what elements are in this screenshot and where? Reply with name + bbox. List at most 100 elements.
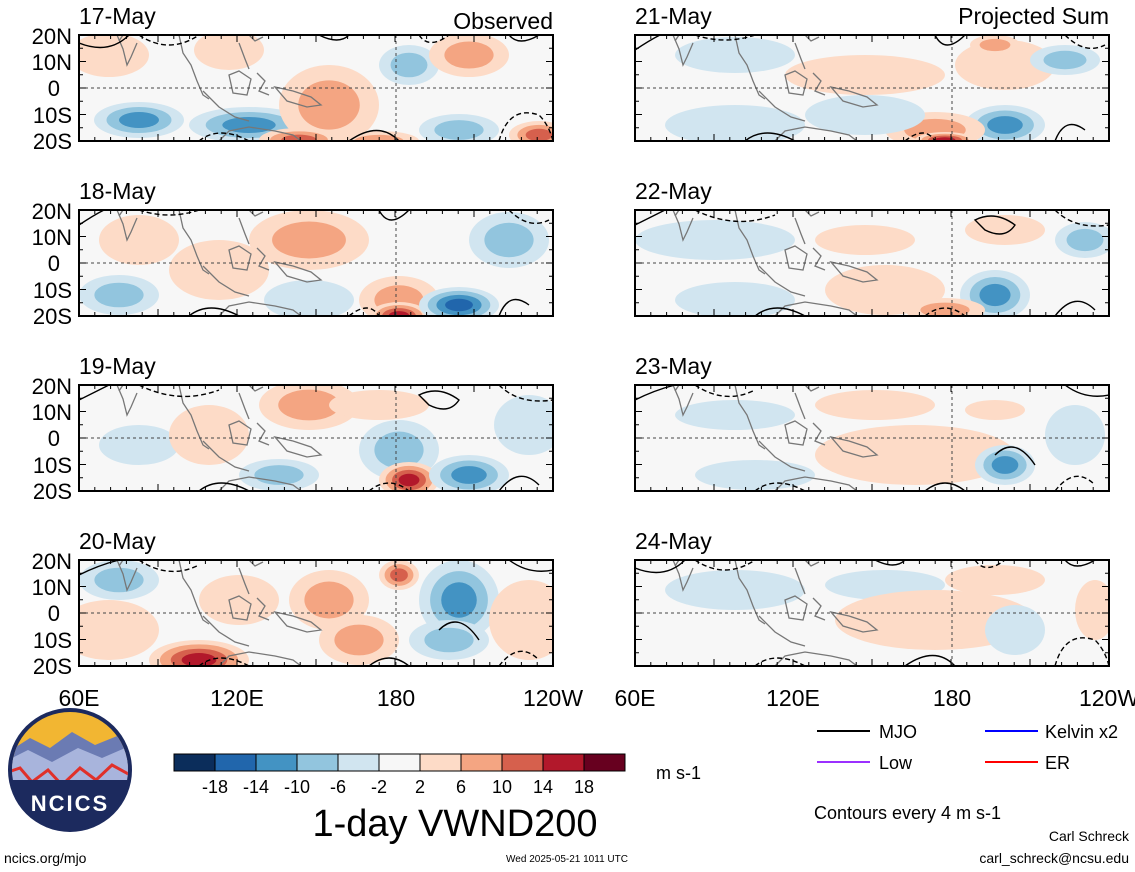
lat-label: 20S <box>33 129 72 154</box>
wind-anomaly-shading <box>94 282 144 308</box>
mjo-contour <box>974 560 1006 569</box>
colorbar-swatch <box>460 753 503 772</box>
coastline <box>829 610 879 633</box>
coastlines <box>116 385 323 491</box>
colorbar-swatch <box>419 753 462 772</box>
mjo-contour <box>498 112 553 141</box>
coastline <box>273 85 323 108</box>
map-panel-23may <box>635 385 1109 491</box>
lon-label: 180 <box>377 685 415 711</box>
coastline <box>248 210 264 217</box>
coastline <box>812 597 826 621</box>
lon-label: 120W <box>1079 685 1135 711</box>
map-panel-21may <box>635 35 1109 141</box>
mjo-contour <box>188 307 240 316</box>
coastline <box>672 35 694 67</box>
mjo-contour <box>1054 475 1096 491</box>
wind-anomaly-shading <box>675 282 795 316</box>
coastline <box>812 247 826 271</box>
coastline <box>774 301 858 316</box>
wind-anomaly-shading <box>199 575 279 625</box>
coastline <box>794 42 806 70</box>
legend-label-low: Low <box>879 753 913 773</box>
coastline <box>672 210 694 242</box>
coastline <box>829 85 879 108</box>
lat-labels-row4: 20N 10N 0 10S 20S <box>32 549 72 679</box>
panel-date-18may: 18-May <box>79 178 156 204</box>
lat-labels-row2: 20N 10N 0 10S 20S <box>32 199 72 329</box>
lat-label: 10N <box>32 575 72 600</box>
colorbar-swatch <box>501 753 544 772</box>
coastline <box>116 385 138 417</box>
wind-anomaly-shading <box>920 302 970 316</box>
wind-anomaly-shading <box>329 390 429 420</box>
mjo-contour <box>138 560 200 573</box>
wind-anomaly-shading <box>815 225 915 255</box>
coastline <box>218 126 302 141</box>
coastline <box>784 420 808 446</box>
colorbar-tick-label: 10 <box>492 777 512 797</box>
coastline <box>758 440 806 472</box>
lat-labels-row3: 20N 10N 0 10S 20S <box>32 374 72 504</box>
coastline <box>116 210 138 242</box>
wind-anomaly-shading <box>304 581 354 619</box>
wind-anomaly-shading <box>1075 580 1109 640</box>
coastline <box>218 651 302 666</box>
footer-timestamp: Wed 2025-05-21 1011 UTC <box>506 854 628 865</box>
mjo-contour <box>754 657 806 666</box>
coastline <box>804 35 820 42</box>
coastline <box>202 90 250 122</box>
wind-anomaly-shading <box>424 627 474 653</box>
author-email: carl_schreck@ncsu.edu <box>979 850 1129 866</box>
coastline <box>758 265 806 297</box>
coastline <box>758 615 806 647</box>
map-panel-24may <box>635 560 1109 666</box>
coastline <box>178 385 210 450</box>
mjo-contour <box>79 35 130 49</box>
coastline <box>672 385 694 417</box>
wind-anomaly-shading <box>398 473 420 487</box>
mjo-contour <box>1054 637 1109 666</box>
wind-anomaly-shading <box>785 55 945 95</box>
coastline <box>256 247 270 271</box>
panel-date-24may: 24-May <box>635 528 712 554</box>
mjo-contours <box>79 35 553 141</box>
coastlines <box>116 560 323 666</box>
wind-anomaly-shading <box>94 567 144 593</box>
mjo-contour <box>348 307 380 316</box>
logo-text: NCICS <box>31 791 109 816</box>
lat-label: 0 <box>48 426 60 451</box>
wind-anomaly-shading <box>635 220 795 260</box>
wind-anomaly-shading <box>991 456 1019 474</box>
coastlines <box>672 560 879 666</box>
coastline <box>178 560 210 625</box>
map-panel-20may <box>79 560 553 666</box>
wind-anomaly-shading <box>181 653 217 666</box>
colorbar-units: m s-1 <box>656 763 701 783</box>
panel-date-20may: 20-May <box>79 528 156 554</box>
colorbar-swatch <box>337 753 380 772</box>
mjo-contour <box>934 35 966 46</box>
coastline <box>178 35 210 100</box>
coastline <box>218 476 302 491</box>
colorbar-swatch <box>173 753 216 772</box>
wind-anomaly-shading <box>451 466 487 484</box>
mjo-contour <box>694 560 756 571</box>
coastline <box>784 595 808 621</box>
coastline <box>829 260 879 283</box>
wind-anomaly-shading <box>815 390 935 420</box>
panel-date-19may: 19-May <box>79 353 156 379</box>
lat-label: 10S <box>33 453 72 478</box>
colorbar-tick-label: -18 <box>202 777 228 797</box>
lon-label: 60E <box>59 685 100 711</box>
coastline <box>794 217 806 245</box>
wind-anomaly-shading <box>665 570 805 610</box>
wind-anomaly-shading <box>1045 405 1105 465</box>
wind-anomaly-shading <box>815 425 1015 485</box>
coastline <box>256 72 270 96</box>
coastline <box>734 385 766 450</box>
observed-header: Observed <box>453 8 553 34</box>
coastline <box>273 610 323 633</box>
coastline <box>784 70 808 96</box>
coastline <box>202 265 250 297</box>
